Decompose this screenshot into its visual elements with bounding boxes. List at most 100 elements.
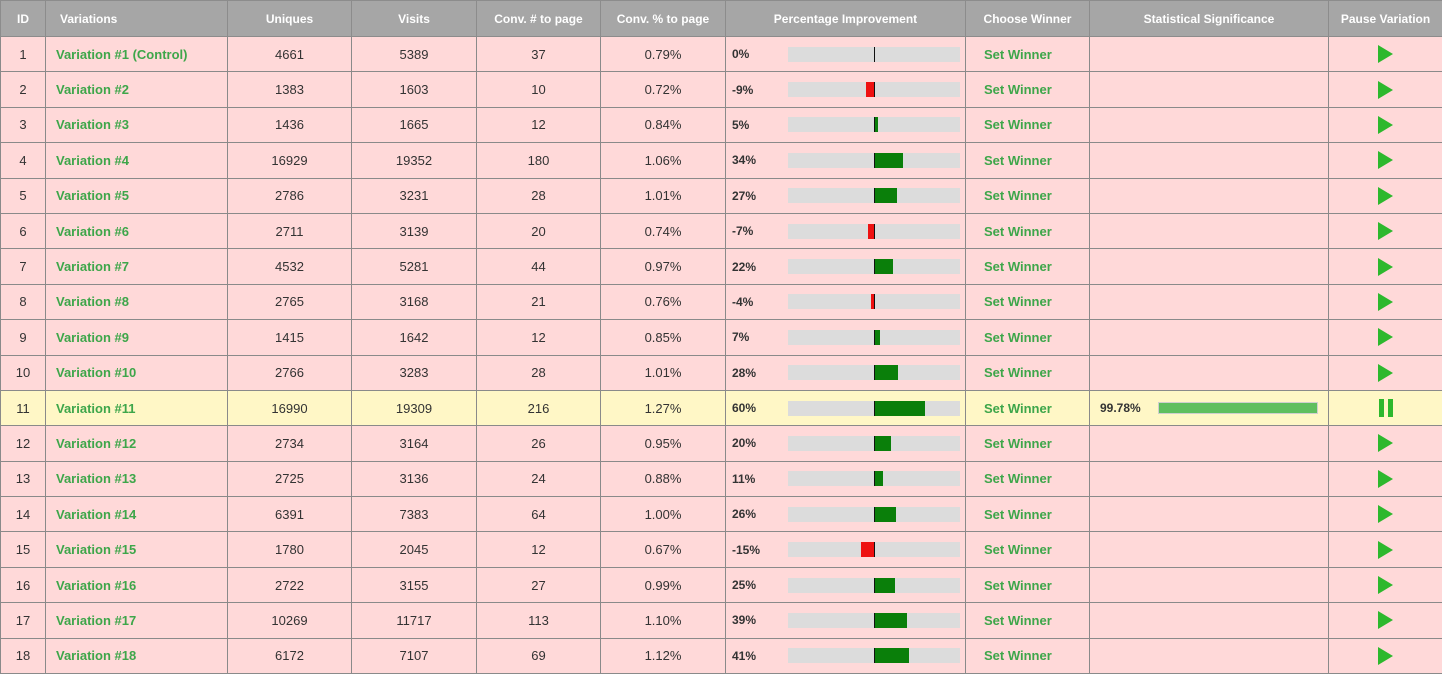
play-icon[interactable] xyxy=(1378,646,1393,665)
header-id[interactable]: ID xyxy=(0,0,46,37)
play-icon[interactable] xyxy=(1378,186,1393,205)
header-visits[interactable]: Visits xyxy=(351,0,477,37)
set-winner-link[interactable]: Set Winner xyxy=(965,248,1090,285)
set-winner-link[interactable]: Set Winner xyxy=(965,354,1090,391)
set-winner-link[interactable]: Set Winner xyxy=(965,602,1090,639)
cell-uniques: 6391 xyxy=(227,496,352,533)
header-stat-significance[interactable]: Statistical Significance xyxy=(1089,0,1329,37)
cell-visits: 5389 xyxy=(351,35,477,73)
cell-pause xyxy=(1328,319,1442,356)
play-icon[interactable] xyxy=(1378,540,1393,559)
set-winner-link[interactable]: Set Winner xyxy=(965,106,1090,144)
header-conv-pct[interactable]: Conv. % to page xyxy=(600,0,726,37)
set-winner-link[interactable]: Set Winner xyxy=(965,637,1090,674)
table-row: 5 Variation #5 2786 3231 28 1.01% 27% Set Winne… xyxy=(0,177,1442,214)
variation-name-link[interactable]: Variation #7 xyxy=(45,248,228,285)
variation-name-link[interactable]: Variation #11 xyxy=(45,389,228,427)
improvement-value: 11% xyxy=(732,471,756,486)
play-icon[interactable] xyxy=(1378,363,1393,382)
improvement-bar-axis xyxy=(874,82,875,98)
variation-name-link[interactable]: Variation #9 xyxy=(45,319,228,356)
improvement-value: 41% xyxy=(732,648,757,663)
play-icon[interactable] xyxy=(1378,115,1393,134)
improvement-value: -4% xyxy=(732,294,754,309)
cell-conv-pct: 0.79% xyxy=(600,35,726,73)
set-winner-link[interactable]: Set Winner xyxy=(965,496,1090,533)
variation-name-link[interactable]: Variation #6 xyxy=(45,212,228,250)
play-icon[interactable] xyxy=(1378,292,1393,311)
set-winner-link[interactable]: Set Winner xyxy=(965,142,1090,179)
cell-id: 13 xyxy=(0,460,46,498)
table-row: 1 Variation #1 (Control) 4661 5389 37 0.79% 0%… xyxy=(0,35,1442,73)
improvement-bar-axis xyxy=(874,294,875,310)
cell-conv-pct: 1.06% xyxy=(600,142,726,179)
header-variations[interactable]: Variations xyxy=(45,0,228,37)
play-icon[interactable] xyxy=(1378,80,1393,99)
variation-name-link[interactable]: Variation #16 xyxy=(45,566,228,604)
header-uniques[interactable]: Uniques xyxy=(227,0,352,37)
variation-name-link[interactable]: Variation #13 xyxy=(45,460,228,498)
play-icon[interactable] xyxy=(1378,257,1393,276)
variation-name-link[interactable]: Variation #14 xyxy=(45,496,228,533)
improvement-value: 20% xyxy=(732,436,757,451)
variation-name-link[interactable]: Variation #12 xyxy=(45,425,228,462)
cell-id: 16 xyxy=(0,566,46,604)
variation-name-link[interactable]: Variation #3 xyxy=(45,106,228,144)
set-winner-link[interactable]: Set Winner xyxy=(965,425,1090,462)
cell-significance xyxy=(1089,248,1329,285)
variation-name-link[interactable]: Variation #2 xyxy=(45,71,228,108)
improvement-bar-positive xyxy=(874,506,897,522)
cell-uniques: 4532 xyxy=(227,248,352,285)
improvement-bar xyxy=(788,648,960,664)
set-winner-link[interactable]: Set Winner xyxy=(965,319,1090,356)
table-row: 7 Variation #7 4532 5281 44 0.97% 22% Set Winne… xyxy=(0,248,1442,285)
play-icon[interactable] xyxy=(1378,328,1393,347)
set-winner-link[interactable]: Set Winner xyxy=(965,283,1090,321)
set-winner-link[interactable]: Set Winner xyxy=(965,566,1090,604)
header-conv-num[interactable]: Conv. # to page xyxy=(476,0,601,37)
variation-name-link[interactable]: Variation #1 (Control) xyxy=(45,35,228,73)
table-row: 10 Variation #10 2766 3283 28 1.01% 28% Set Win… xyxy=(0,354,1442,391)
variation-name-link[interactable]: Variation #4 xyxy=(45,142,228,179)
set-winner-link[interactable]: Set Winner xyxy=(965,71,1090,108)
set-winner-link[interactable]: Set Winner xyxy=(965,177,1090,214)
table-row: 3 Variation #3 1436 1665 12 0.84% 5% Set Winner xyxy=(0,106,1442,144)
play-icon[interactable] xyxy=(1378,222,1393,241)
play-icon[interactable] xyxy=(1378,469,1393,488)
pause-icon[interactable] xyxy=(1378,399,1394,418)
improvement-bar-positive xyxy=(874,577,896,593)
improvement-bar-axis xyxy=(874,188,875,204)
play-icon[interactable] xyxy=(1378,151,1393,170)
improvement-bar-positive xyxy=(874,435,891,451)
play-icon[interactable] xyxy=(1378,505,1393,524)
cell-id: 8 xyxy=(0,283,46,321)
cell-uniques: 2766 xyxy=(227,354,352,391)
variation-name-link[interactable]: Variation #18 xyxy=(45,637,228,674)
improvement-value: 28% xyxy=(732,365,757,380)
set-winner-link[interactable]: Set Winner xyxy=(965,389,1090,427)
play-icon[interactable] xyxy=(1378,611,1393,630)
cell-pause xyxy=(1328,389,1442,427)
cell-uniques: 2765 xyxy=(227,283,352,321)
cell-uniques: 2786 xyxy=(227,177,352,214)
cell-uniques: 2734 xyxy=(227,425,352,462)
set-winner-link[interactable]: Set Winner xyxy=(965,460,1090,498)
header-pct-improvement[interactable]: Percentage Improvement xyxy=(725,0,966,37)
variation-name-link[interactable]: Variation #17 xyxy=(45,602,228,639)
cell-improvement: -7% xyxy=(725,212,966,250)
play-icon[interactable] xyxy=(1378,45,1393,64)
cell-pause xyxy=(1328,354,1442,391)
play-icon[interactable] xyxy=(1378,434,1393,453)
variation-name-link[interactable]: Variation #15 xyxy=(45,531,228,568)
variation-name-link[interactable]: Variation #10 xyxy=(45,354,228,391)
table-row: 2 Variation #2 1383 1603 10 0.72% -9% Set Winne… xyxy=(0,71,1442,108)
variation-name-link[interactable]: Variation #5 xyxy=(45,177,228,214)
set-winner-link[interactable]: Set Winner xyxy=(965,212,1090,250)
variation-name-link[interactable]: Variation #8 xyxy=(45,283,228,321)
set-winner-link[interactable]: Set Winner xyxy=(965,35,1090,73)
play-icon[interactable] xyxy=(1378,576,1393,595)
cell-id: 11 xyxy=(0,389,46,427)
set-winner-link[interactable]: Set Winner xyxy=(965,531,1090,568)
cell-conv-num: 180 xyxy=(476,142,601,179)
